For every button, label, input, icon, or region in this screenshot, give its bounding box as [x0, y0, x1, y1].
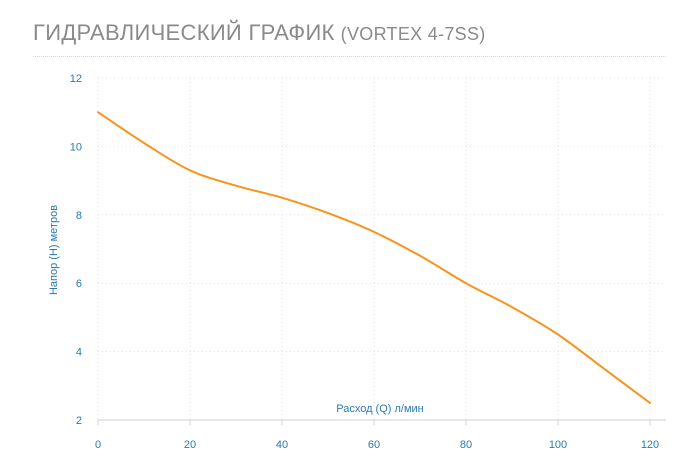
x-axis-label: Расход (Q) л/мин: [336, 403, 424, 415]
title-divider: [33, 56, 666, 57]
y-axis-label: Напор (H) метров: [48, 205, 60, 295]
chart-title: ГИДРАВЛИЧЕСКИЙ ГРАФИК (VORTEX 4-7SS): [33, 20, 486, 46]
chart-title-model: (VORTEX 4-7SS): [340, 24, 486, 44]
y-tick-label: 12: [70, 73, 82, 85]
head-flow-series-line: [97, 111, 651, 404]
grid-layer: [98, 77, 666, 420]
axis-layer: [97, 78, 666, 425]
x-tick-label: 120: [641, 439, 659, 451]
x-tick-label: 0: [95, 439, 101, 451]
x-tick-label: 20: [184, 439, 196, 451]
y-tick-label: 6: [76, 278, 82, 290]
y-tick-label: 4: [76, 347, 82, 359]
x-tick-label: 60: [368, 439, 380, 451]
x-tick-label: 80: [460, 439, 472, 451]
y-tick-label: 2: [76, 415, 82, 427]
x-tick-label: 100: [549, 439, 567, 451]
x-tick-label: 40: [276, 439, 288, 451]
chart-title-main: ГИДРАВЛИЧЕСКИЙ ГРАФИК: [33, 20, 335, 45]
y-tick-label: 10: [70, 141, 82, 153]
series-layer: [97, 111, 651, 404]
y-tick-label: 8: [76, 210, 82, 222]
